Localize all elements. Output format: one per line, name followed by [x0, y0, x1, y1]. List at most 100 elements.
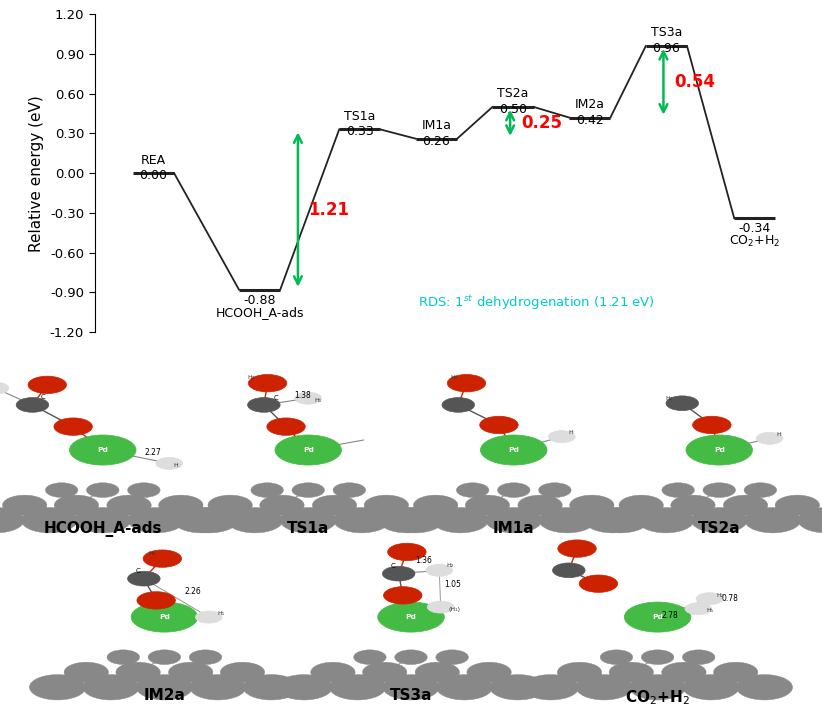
Circle shape [548, 431, 575, 443]
Text: H: H [173, 463, 178, 468]
Text: 0.54: 0.54 [674, 73, 715, 91]
Circle shape [173, 508, 229, 533]
Circle shape [480, 416, 518, 433]
Circle shape [295, 392, 321, 404]
Text: IM2a: IM2a [144, 688, 185, 703]
Circle shape [127, 571, 160, 586]
Circle shape [662, 483, 695, 498]
Circle shape [16, 398, 48, 412]
Text: TS1a: TS1a [287, 521, 330, 536]
Text: Pd: Pd [652, 614, 663, 620]
Text: TS1a: TS1a [344, 110, 376, 123]
Circle shape [353, 650, 386, 665]
Text: IM2a: IM2a [575, 98, 605, 111]
Circle shape [671, 495, 715, 516]
Circle shape [580, 575, 617, 593]
Circle shape [148, 650, 181, 665]
Circle shape [625, 602, 691, 632]
Y-axis label: Relative energy (eV): Relative energy (eV) [30, 95, 44, 251]
Text: H₂: H₂ [450, 376, 457, 381]
Text: C: C [274, 395, 279, 401]
Circle shape [518, 495, 562, 516]
Circle shape [630, 675, 686, 700]
Text: 0.26: 0.26 [423, 135, 450, 148]
Text: H₂: H₂ [148, 550, 155, 555]
Text: 0.42: 0.42 [576, 114, 603, 126]
Circle shape [713, 662, 758, 683]
Circle shape [2, 495, 47, 516]
Circle shape [227, 508, 283, 533]
Circle shape [28, 376, 67, 393]
Circle shape [683, 675, 739, 700]
Circle shape [436, 675, 492, 700]
Text: 1.36: 1.36 [415, 555, 432, 565]
Circle shape [465, 495, 510, 516]
Circle shape [333, 483, 366, 498]
Circle shape [280, 508, 336, 533]
Circle shape [447, 375, 486, 392]
Circle shape [584, 508, 640, 533]
Circle shape [364, 495, 409, 516]
Text: HCOOH_A-ads: HCOOH_A-ads [44, 521, 162, 537]
Circle shape [378, 602, 444, 632]
Text: 0.78: 0.78 [722, 593, 739, 603]
Text: H: H [569, 430, 573, 435]
Circle shape [156, 458, 182, 469]
Text: Pd: Pd [97, 447, 109, 453]
Text: 1.05: 1.05 [444, 580, 461, 589]
Circle shape [64, 662, 109, 683]
Text: H₁: H₁ [707, 608, 713, 613]
Text: C: C [390, 563, 395, 569]
Circle shape [54, 495, 99, 516]
Circle shape [432, 508, 488, 533]
Text: CO$_2$+H$_2$: CO$_2$+H$_2$ [729, 234, 780, 249]
Circle shape [127, 483, 160, 498]
Circle shape [116, 662, 160, 683]
Circle shape [737, 675, 792, 700]
Circle shape [190, 675, 246, 700]
Circle shape [243, 675, 299, 700]
Circle shape [696, 593, 723, 605]
Circle shape [436, 650, 469, 665]
Circle shape [638, 508, 694, 533]
Circle shape [686, 435, 753, 465]
Circle shape [723, 495, 768, 516]
Circle shape [600, 650, 633, 665]
Circle shape [415, 662, 459, 683]
Circle shape [169, 662, 213, 683]
Circle shape [21, 508, 77, 533]
Circle shape [593, 508, 649, 533]
Text: (H₁): (H₁) [449, 607, 461, 612]
Circle shape [490, 675, 546, 700]
Circle shape [576, 675, 632, 700]
Circle shape [383, 675, 439, 700]
Circle shape [0, 508, 24, 533]
Circle shape [260, 495, 304, 516]
Circle shape [798, 508, 822, 533]
Circle shape [558, 540, 596, 558]
Circle shape [552, 563, 585, 578]
Circle shape [132, 602, 197, 632]
Text: 2.78: 2.78 [662, 611, 678, 620]
Circle shape [30, 675, 85, 700]
Circle shape [69, 435, 136, 465]
Circle shape [196, 611, 222, 623]
Text: Pd: Pd [405, 614, 417, 620]
Circle shape [745, 508, 801, 533]
Text: C: C [40, 394, 45, 400]
Text: Pd: Pd [302, 447, 314, 453]
Circle shape [557, 662, 602, 683]
Text: 2.27: 2.27 [145, 448, 161, 457]
Circle shape [220, 662, 265, 683]
Text: 2.26: 2.26 [184, 587, 201, 596]
Text: 0.00: 0.00 [140, 169, 168, 182]
Circle shape [248, 375, 287, 392]
Circle shape [83, 675, 139, 700]
Circle shape [523, 675, 579, 700]
Text: TS2a: TS2a [698, 521, 741, 536]
Text: 0.50: 0.50 [499, 103, 527, 116]
Text: H₂: H₂ [666, 396, 673, 401]
Circle shape [312, 495, 357, 516]
Circle shape [107, 495, 151, 516]
Text: H₂: H₂ [446, 563, 453, 568]
